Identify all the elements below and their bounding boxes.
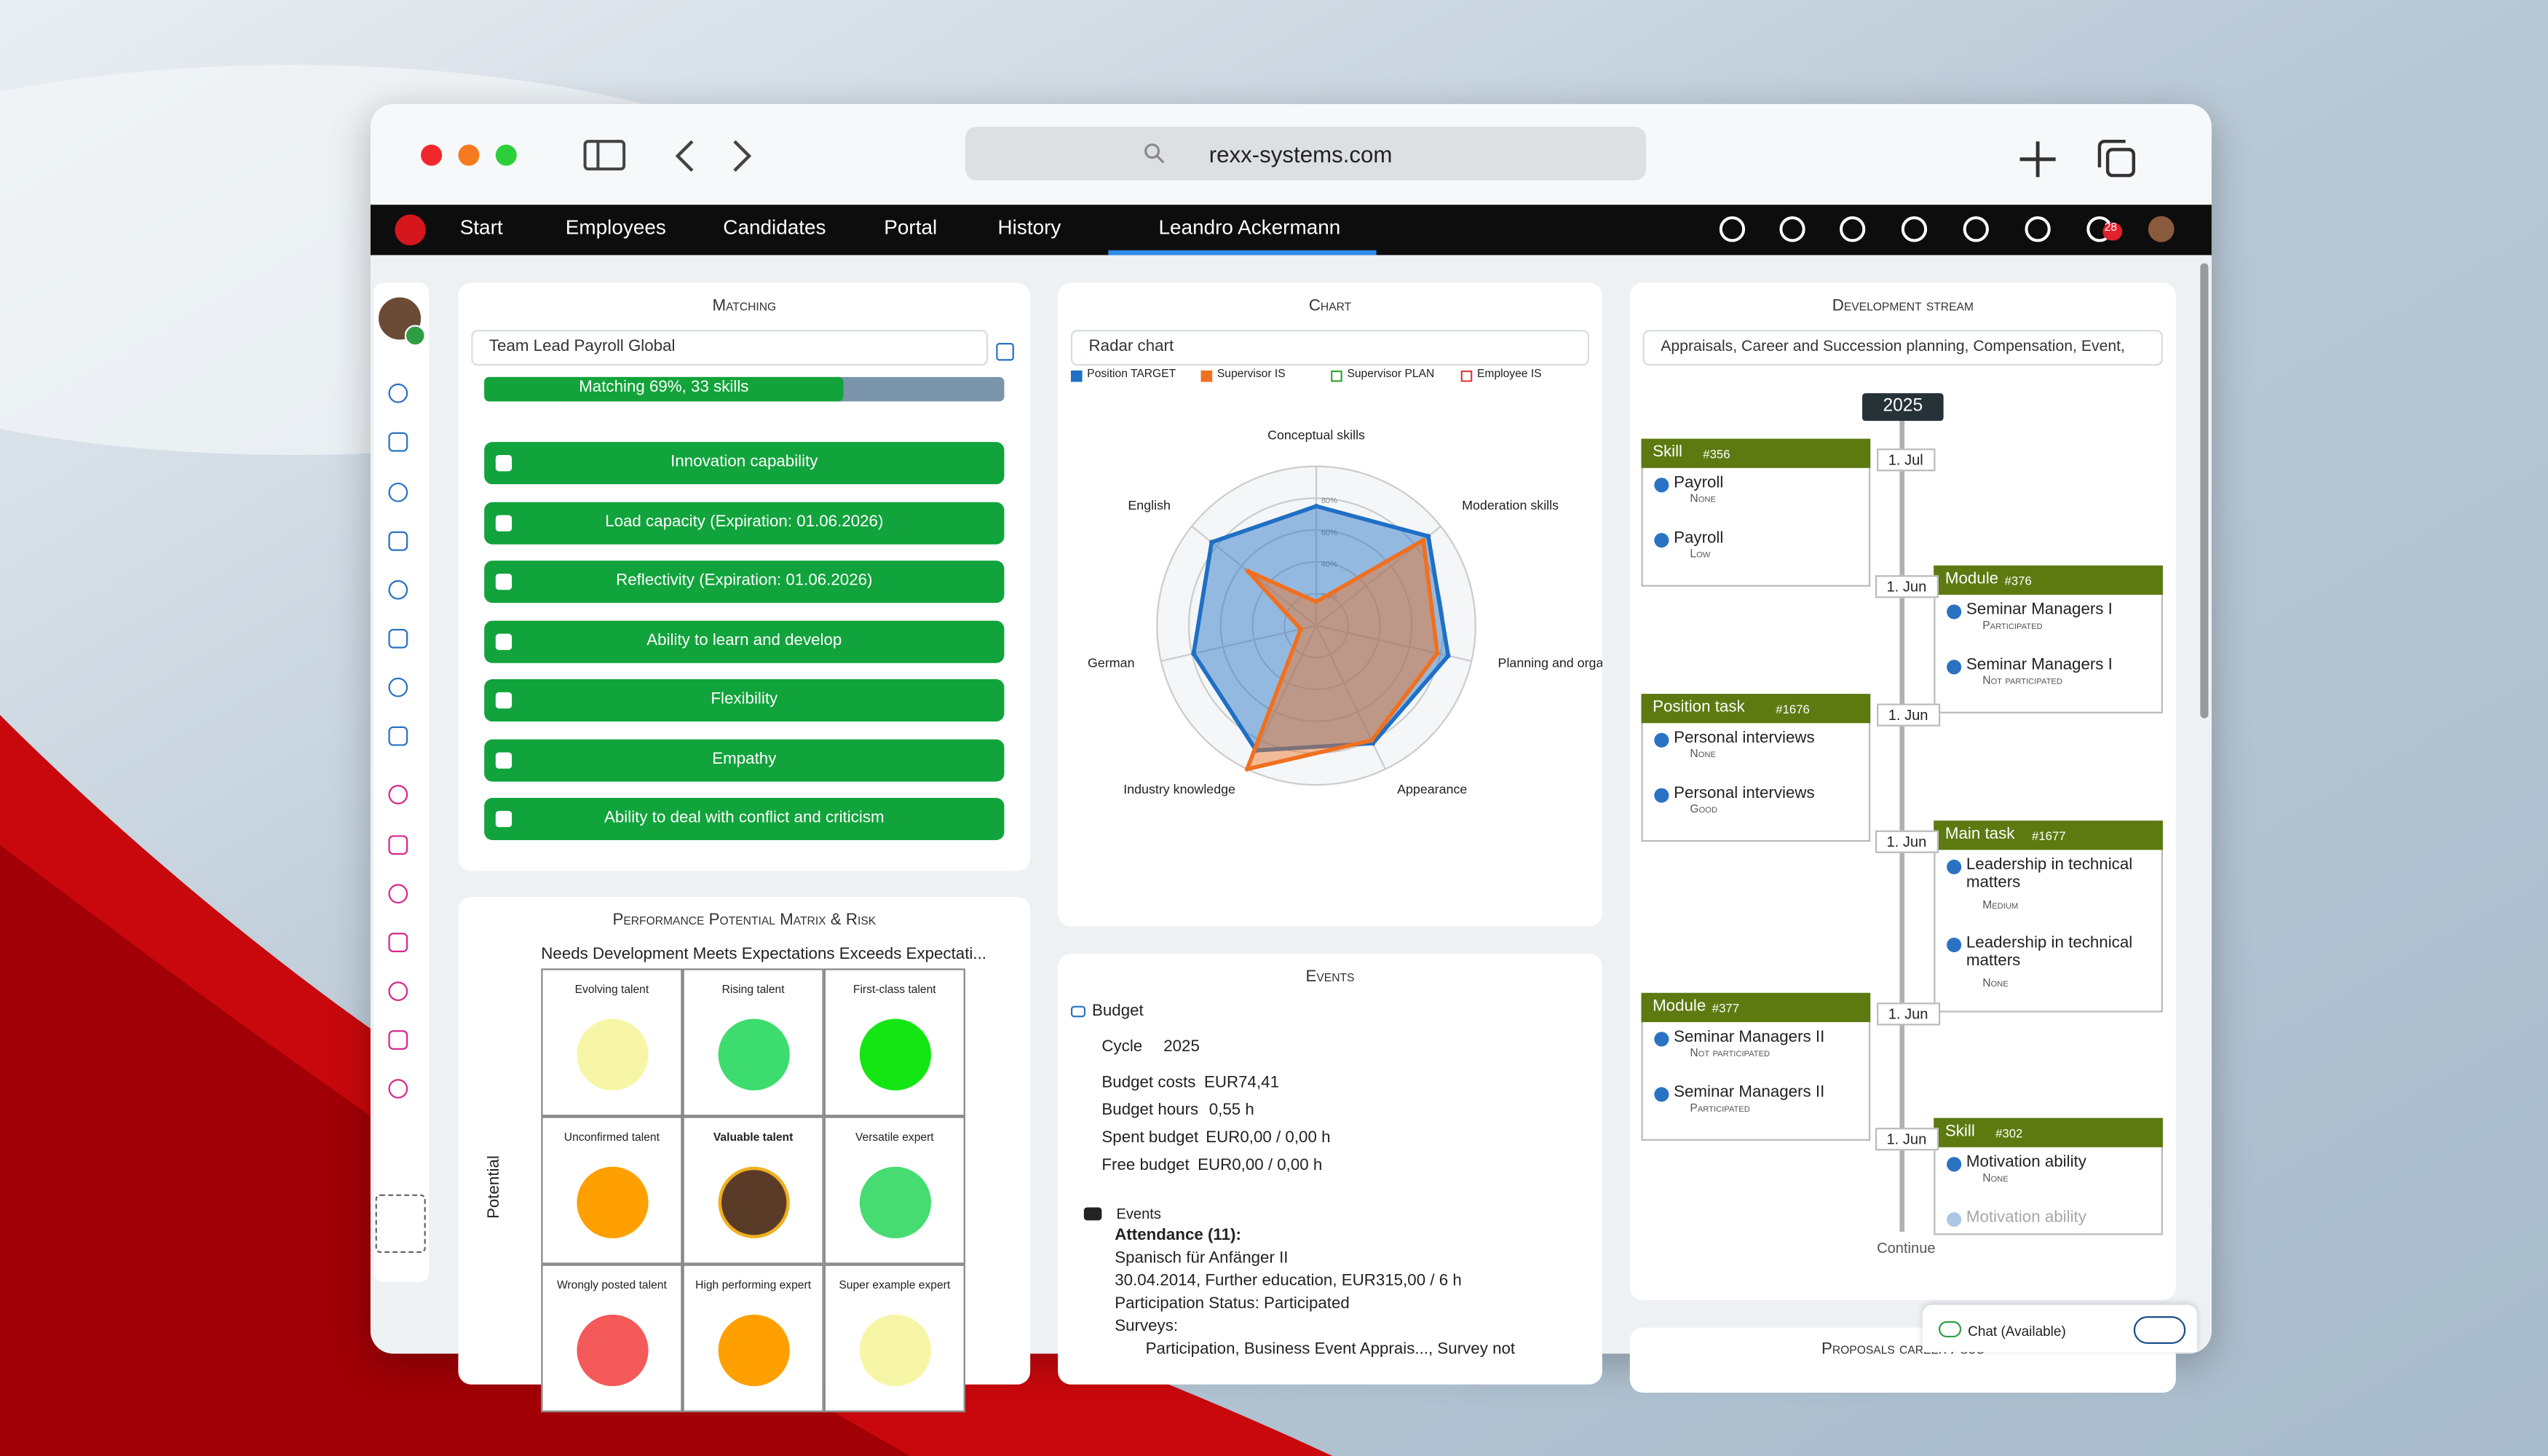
close-button[interactable]: [421, 144, 443, 166]
search-icon: [1144, 143, 1165, 164]
nav-item: History: [997, 215, 1061, 240]
browser-window: rexx-systems.com: [370, 103, 2212, 1354]
logo[interactable]: [395, 214, 426, 246]
nav-item: Portal: [884, 215, 938, 240]
url-text: rexx-systems.com: [1208, 141, 1393, 167]
url-bar[interactable]: rexx-systems.com: [965, 127, 1647, 181]
scrollbar[interactable]: [2200, 263, 2209, 719]
nav-item: Employees: [565, 215, 666, 240]
sidebar: [373, 282, 430, 1283]
tab-icons[interactable]: [2011, 136, 2142, 181]
nav-item: Start: [459, 215, 503, 240]
toolbar-icons[interactable]: [582, 136, 777, 175]
zoom-button[interactable]: [495, 144, 517, 166]
nav-item: Candidates: [723, 215, 826, 240]
content: [370, 255, 2212, 1354]
minimize-button[interactable]: [458, 144, 480, 166]
